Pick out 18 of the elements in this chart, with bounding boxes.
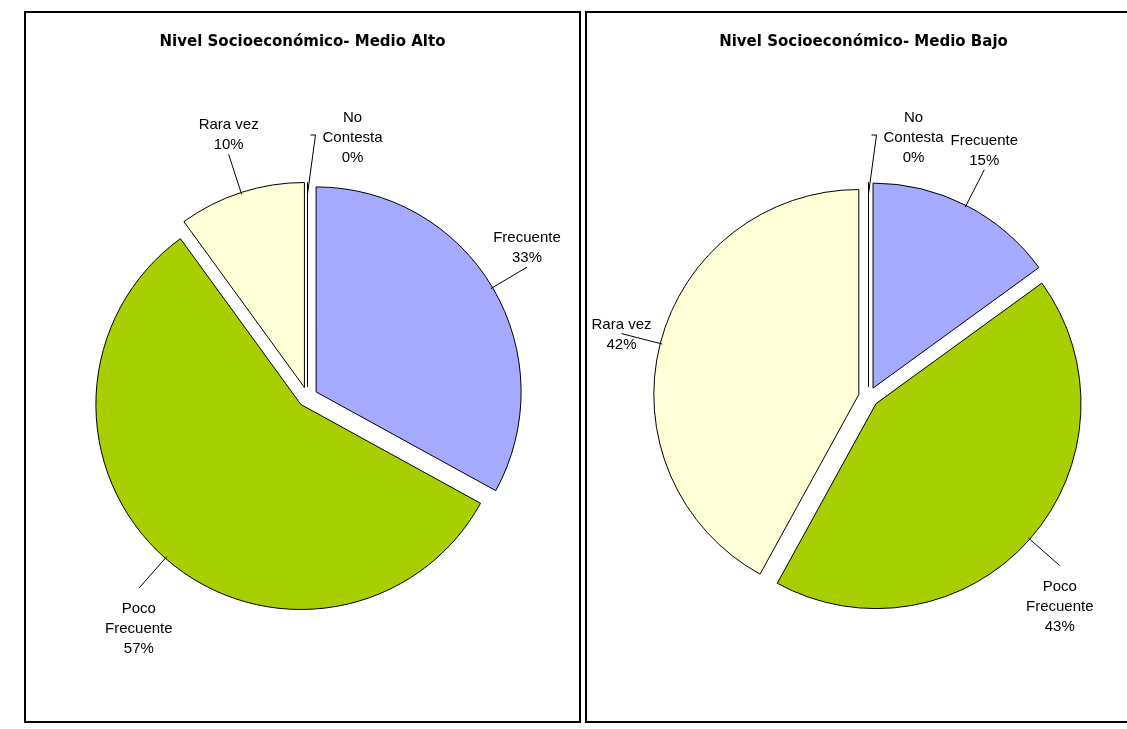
slice-label: Poco Frecuente [1026,576,1094,614]
data-label: 43% [1044,616,1075,634]
chart-title: Nivel Socioeconómico- Medio Alto [159,32,446,50]
slice-label: Frecuente [493,228,561,246]
slice-label: Rara vez [591,314,652,332]
data-label: 10% [213,135,244,153]
data-label: 33% [511,248,542,266]
data-label: 42% [606,334,637,352]
slice-label: Poco Frecuente [105,599,173,637]
slice-label: Rara vez [198,115,259,133]
data-label: 57% [123,639,154,657]
slice-label: Frecuente [950,130,1019,148]
text: 0% [902,148,925,165]
chart-title: Nivel Socioeconómico- Medio Bajo [719,32,1008,50]
category-label: No Contesta [322,108,383,145]
data-label: 15% [969,150,1000,168]
text: 0% [341,148,364,165]
category-label: No Contesta [883,108,944,145]
